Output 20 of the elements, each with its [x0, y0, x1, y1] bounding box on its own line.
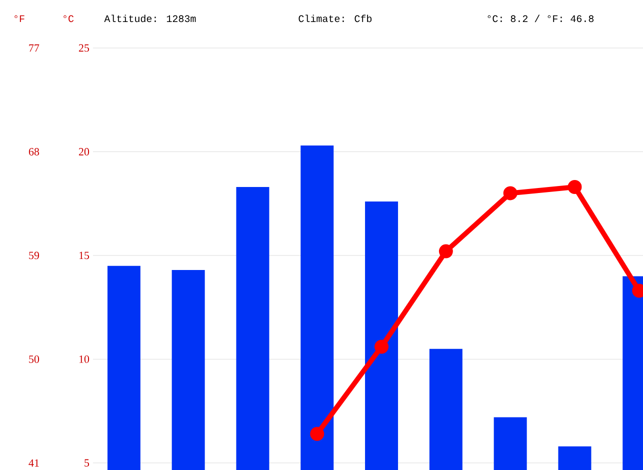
y2-tick-label: 50 — [29, 356, 40, 363]
y-tick-label: 5 — [84, 459, 90, 467]
y-tick-label: 20 — [78, 148, 90, 156]
text: °C: 8.2 / °F: 46.8 — [488, 14, 594, 22]
point — [503, 186, 518, 200]
point — [438, 244, 453, 258]
text: Climate: Cfb — [298, 14, 372, 22]
point — [568, 180, 582, 194]
y2-tick-label: 77 — [29, 44, 40, 52]
y-tick-label: 15 — [79, 252, 90, 260]
y-tick-label: 25 — [78, 44, 90, 52]
y2-axis-title: °F — [14, 15, 24, 22]
y2-tick-label: 41 — [28, 459, 39, 467]
y-tick-label: 10 — [79, 355, 90, 363]
y-axis-title: °C — [64, 15, 74, 22]
point — [310, 426, 324, 441]
y2-tick-label: 59 — [29, 252, 40, 260]
point — [374, 340, 389, 354]
text: Altitude: 1283m — [104, 14, 196, 22]
y2-tick-label: 68 — [28, 148, 40, 156]
